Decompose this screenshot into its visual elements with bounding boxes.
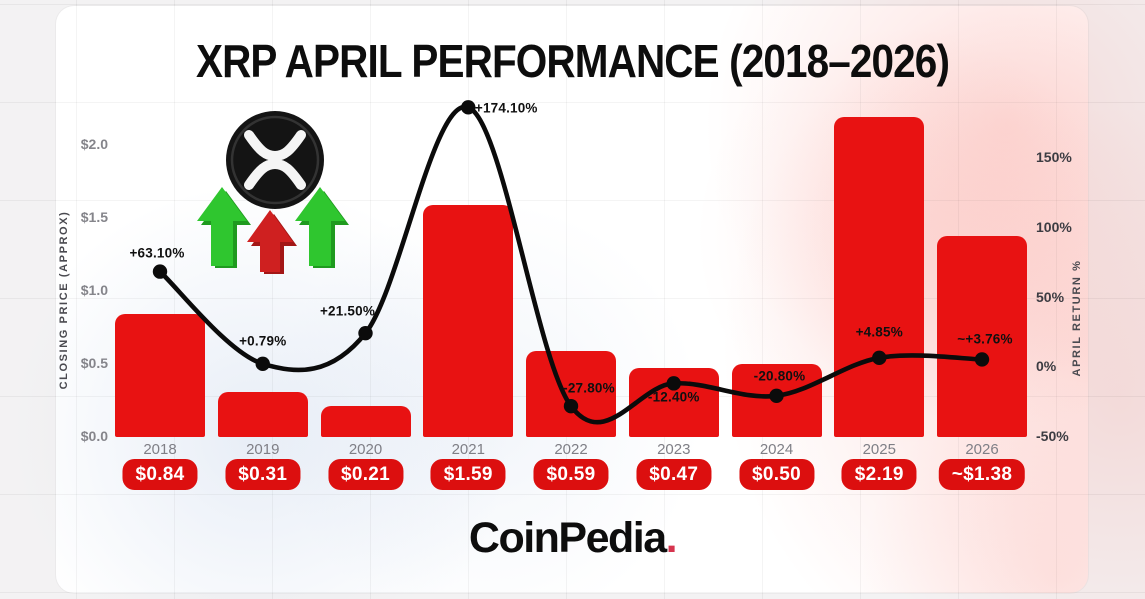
return-label-2018: +63.10% bbox=[129, 245, 185, 261]
brand-dot: . bbox=[665, 514, 678, 562]
return-label-2025: +4.85% bbox=[855, 324, 903, 340]
return-label-2023: -12.40% bbox=[647, 389, 700, 405]
left-axis-tick-0: $2.0 bbox=[80, 136, 108, 152]
brand-logo: CoinPedia. bbox=[0, 514, 1145, 563]
bar-2025 bbox=[834, 117, 925, 437]
data-point-2022 bbox=[563, 398, 579, 414]
price-badge-2018: $0.84 bbox=[122, 459, 198, 490]
data-point-2024 bbox=[769, 388, 784, 403]
up-arrow-green-icon bbox=[295, 187, 345, 266]
xrp-glyph-bottom bbox=[244, 158, 306, 190]
return-label-2021: +174.10% bbox=[474, 100, 538, 116]
data-point-2021 bbox=[461, 100, 476, 115]
year-label-2025: 2025 bbox=[862, 441, 896, 458]
left-axis-tick-4: $0.0 bbox=[80, 428, 108, 444]
right-axis-tick-1: 100% bbox=[1036, 219, 1072, 235]
price-badge-2025: $2.19 bbox=[841, 459, 917, 490]
data-point-2018 bbox=[152, 264, 168, 279]
price-badge-2023: $0.47 bbox=[636, 459, 712, 490]
data-point-2026 bbox=[974, 352, 990, 367]
data-point-2019 bbox=[255, 356, 270, 372]
up-arrows bbox=[197, 187, 349, 274]
xrp-coin-logo bbox=[226, 111, 324, 209]
return-label-2019: +0.79% bbox=[239, 333, 287, 349]
return-line bbox=[157, 104, 985, 425]
brand-name: CoinPedia bbox=[468, 514, 667, 562]
data-point-2020 bbox=[358, 325, 373, 341]
right-axis-tick-2: 50% bbox=[1036, 289, 1065, 305]
year-label-2021: 2021 bbox=[451, 441, 485, 458]
year-label-2023: 2023 bbox=[657, 441, 691, 458]
price-badge-2024: $0.50 bbox=[738, 459, 815, 490]
year-label-2018: 2018 bbox=[143, 441, 177, 458]
price-badge-2019: $0.31 bbox=[225, 459, 301, 490]
bar-2018 bbox=[115, 314, 205, 437]
left-axis-tick-2: $1.0 bbox=[80, 282, 108, 298]
chart-title: XRP APRIL PERFORMANCE (2018–2026) bbox=[195, 35, 950, 87]
year-label-2020: 2020 bbox=[348, 441, 383, 458]
bar-2020 bbox=[320, 406, 411, 437]
year-label-2026: 2026 bbox=[965, 441, 999, 458]
up-arrow-red-icon bbox=[247, 210, 293, 272]
year-label-2019: 2019 bbox=[246, 441, 280, 458]
return-label-2024: -20.80% bbox=[753, 368, 806, 384]
up-arrow-green-icon bbox=[197, 187, 247, 266]
bar-2019 bbox=[217, 391, 308, 437]
left-axis-tick-3: $0.5 bbox=[80, 355, 108, 371]
left-axis-tick-1: $1.5 bbox=[80, 209, 108, 225]
price-badge-2026: ~$1.38 bbox=[938, 459, 1026, 490]
price-badge-2021: $1.59 bbox=[430, 459, 506, 490]
right-axis-tick-3: 0% bbox=[1036, 358, 1057, 374]
return-label-2026: ~+3.76% bbox=[957, 331, 1013, 347]
right-axis-tick-4: -50% bbox=[1036, 428, 1069, 444]
year-label-2024: 2024 bbox=[759, 441, 794, 458]
data-point-2023 bbox=[666, 376, 681, 391]
price-badge-2020: $0.21 bbox=[327, 459, 404, 490]
xrp-glyph-top bbox=[244, 130, 306, 162]
year-label-2022: 2022 bbox=[554, 441, 588, 458]
bar-2026 bbox=[937, 235, 1027, 437]
data-point-2025 bbox=[872, 350, 887, 366]
price-badge-2022: $0.59 bbox=[533, 459, 609, 490]
bar-2021 bbox=[423, 204, 514, 437]
return-label-2020: +21.50% bbox=[319, 303, 376, 319]
right-axis-tick-0: 150% bbox=[1036, 149, 1072, 165]
return-label-2022: -27.80% bbox=[563, 380, 615, 396]
